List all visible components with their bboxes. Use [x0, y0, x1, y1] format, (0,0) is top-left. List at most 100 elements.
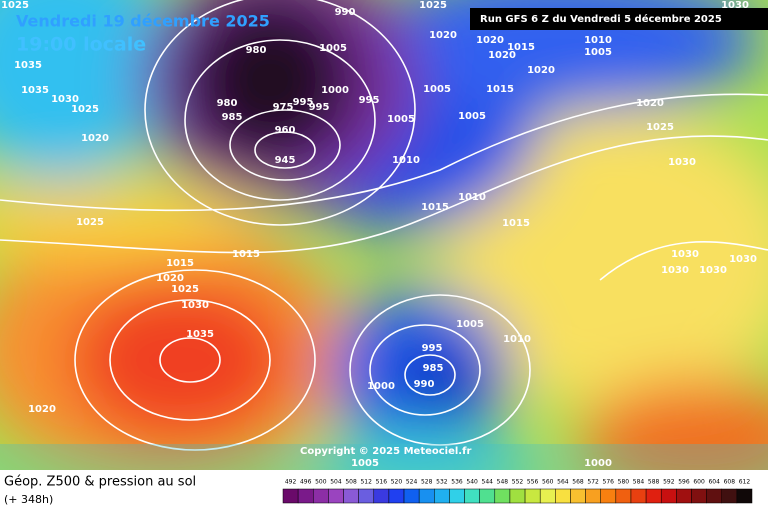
isobar-label: 1015 [486, 84, 514, 95]
colorbar-label: 568 [572, 479, 584, 486]
colorbar-swatch [691, 488, 707, 504]
isobar-label: 1015 [502, 218, 530, 229]
date: Vendredi 19 décembre 2025 [16, 12, 270, 31]
colorbar-label: 584 [633, 479, 645, 486]
isobar-label: 1005 [351, 458, 379, 469]
colorbar-label: 492 [285, 479, 297, 486]
colorbar-label: 516 [376, 479, 388, 486]
colorbar-swatch [297, 488, 314, 504]
isobar-label: 995 [309, 102, 330, 113]
isobar-label: 1005 [319, 43, 347, 54]
colorbar-swatch [676, 488, 692, 504]
isobar-label: 1020 [28, 404, 56, 415]
isobar-label: 1030 [51, 94, 79, 105]
isobar-label: 1020 [429, 30, 457, 41]
colorbar-label: 560 [542, 479, 554, 486]
isobar-label: 1015 [507, 42, 535, 53]
colorbar-swatch [706, 488, 722, 504]
colorbar-label: 596 [678, 479, 690, 486]
isobar-label: 995 [422, 343, 443, 354]
isobar-label: 1030 [721, 0, 749, 11]
isobar-label: 1025 [71, 104, 99, 115]
colorbar-label: 592 [663, 479, 675, 486]
colorbar-label: 528 [421, 479, 433, 486]
colorbar-label: 544 [482, 479, 494, 486]
copyright: Copyright © 2025 Meteociel.fr [300, 446, 471, 457]
colorbar-swatch [282, 488, 299, 504]
colorbar-label: 496 [300, 479, 312, 486]
isobar-label: 1015 [232, 249, 260, 260]
isobar-label: 1025 [76, 217, 104, 228]
colorbar-swatch [418, 488, 435, 504]
isobar-label: 1005 [387, 114, 415, 125]
isobar-label: 985 [423, 363, 444, 374]
isobar-label: 1010 [392, 155, 420, 166]
isobar-label: 960 [275, 125, 296, 136]
isobar-label: 1010 [584, 35, 612, 46]
isobar-label: 975 [273, 102, 294, 113]
isobar-label: 1020 [636, 98, 664, 109]
colorbar-swatch [645, 488, 662, 504]
isobar-label: 1015 [421, 202, 449, 213]
colorbar-label: 532 [436, 479, 448, 486]
colorbar-swatch [388, 488, 405, 504]
colorbar-swatch [434, 488, 450, 504]
run-info: Run GFS 6 Z du Vendredi 5 décembre 2025 [480, 13, 722, 25]
isobar-label: 1015 [166, 258, 194, 269]
colorbar-swatch [585, 488, 601, 504]
isobar-label: 945 [275, 155, 296, 166]
isobar-label: 1020 [81, 133, 109, 144]
colorbar-label: 604 [708, 479, 720, 486]
colorbar-swatch [630, 488, 647, 504]
isobar-label: 1005 [584, 47, 612, 58]
isobar-label: 985 [222, 112, 243, 123]
isobar-label: 980 [217, 98, 238, 109]
isobar-label: 1025 [1, 0, 29, 11]
colorbar-swatch [509, 488, 526, 504]
colorbar-label: 572 [587, 479, 599, 486]
colorbar-label: 536 [451, 479, 463, 486]
colorbar-swatch [403, 488, 420, 504]
isobar-label: 1020 [527, 65, 555, 76]
colorbar-label: 580 [618, 479, 630, 486]
colorbar-swatch [539, 488, 556, 504]
colorbar-label: 512 [360, 479, 372, 486]
isobar-label: 1030 [729, 254, 757, 265]
isobar-label: 990 [335, 7, 356, 18]
isobar-label: 1010 [503, 334, 531, 345]
colorbar-label: 548 [497, 479, 509, 486]
isobar-label: 1010 [458, 192, 486, 203]
isobar-label: 1035 [21, 85, 49, 96]
isobar-label: 1000 [321, 85, 349, 96]
colorbar-swatch [600, 488, 617, 504]
colorbar-label: 600 [693, 479, 705, 486]
isobar-label: 1020 [156, 273, 184, 284]
colorbar-label: 552 [512, 479, 524, 486]
colorbar-swatch [328, 488, 344, 504]
isobar-label: 1000 [367, 381, 395, 392]
time: 19:00 locale [16, 34, 146, 56]
colorbar-swatch [358, 488, 375, 504]
colorbar-label: 504 [330, 479, 342, 486]
colorbar-swatch [464, 488, 480, 504]
isobar-label: 1025 [419, 0, 447, 11]
colorbar: 492 496 500 504 508 512 516 520 524 528 532 536 540 5… [282, 479, 753, 504]
colorbar-swatch [494, 488, 511, 504]
colorbar-label: 564 [557, 479, 569, 486]
colorbar-swatch [721, 488, 738, 504]
isobar-label: 1025 [646, 122, 674, 133]
colorbar-label: 520 [391, 479, 403, 486]
isobar-label: 1035 [14, 60, 42, 71]
colorbar-label: 524 [406, 479, 418, 486]
colorbar-swatch [479, 488, 496, 504]
colorbar-swatch [313, 488, 329, 504]
isobar-label: 1035 [186, 329, 214, 340]
colorbar-label: 576 [603, 479, 615, 486]
isobar-label: 995 [359, 95, 380, 106]
colorbar-label: 608 [724, 479, 736, 486]
colorbar-swatch [555, 488, 571, 504]
colorbar-label: 556 [527, 479, 539, 486]
isobar-label: 1000 [584, 458, 612, 469]
